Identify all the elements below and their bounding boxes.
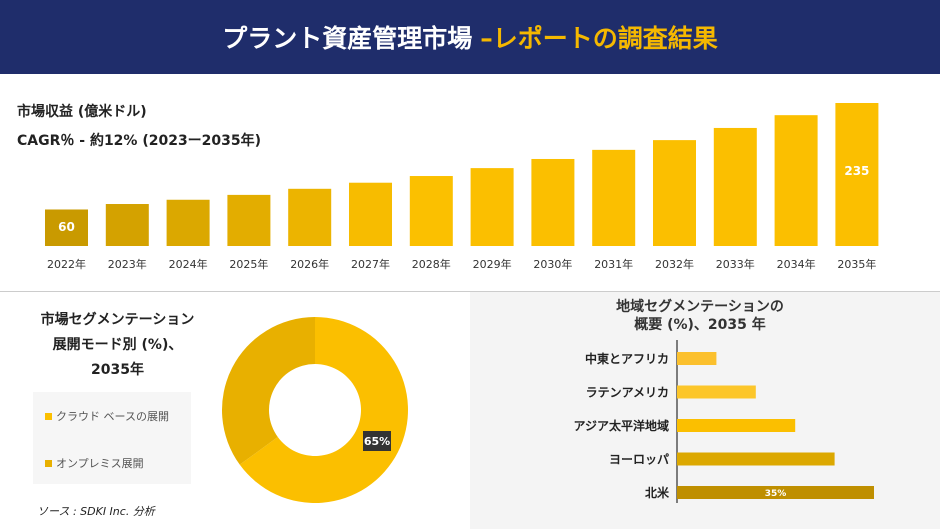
data-label: 65%: [364, 435, 390, 448]
bar: [592, 149, 636, 246]
segment-title: 市場セグメンテーション 展開モード別 (%)、 2035年: [20, 308, 215, 383]
donut-slice: [239, 317, 408, 503]
bar: [677, 419, 796, 432]
bar: [349, 182, 392, 246]
y-tick-label: ラテンアメリカ: [586, 386, 669, 400]
divider: [0, 291, 940, 292]
bar: [45, 209, 88, 246]
pie-legend: クラウド ベースの展開 オンプレミス展開: [33, 392, 191, 484]
legend-item: クラウド ベースの展開: [45, 408, 169, 424]
bar: [166, 199, 210, 246]
donut-slice: [222, 317, 315, 465]
bar: [713, 127, 757, 246]
x-tick-label: 2032年: [655, 257, 694, 271]
revenue-label: 市場収益 (億米ドル): [17, 104, 147, 120]
x-tick-label: 2033年: [716, 257, 755, 271]
x-tick-label: 2026年: [290, 257, 329, 271]
data-label: 235: [844, 164, 869, 178]
legend-item: オンプレミス展開: [45, 455, 144, 471]
data-label: 35%: [765, 489, 787, 499]
segment-title-line: 市場セグメンテーション: [40, 312, 195, 328]
bar: [653, 140, 696, 246]
x-tick-label: 2027年: [351, 257, 390, 271]
data-label-box: [363, 431, 391, 451]
page-title-highlight: –レポートの調査結果: [480, 24, 718, 53]
page-title: プラント資産管理市場: [222, 24, 473, 53]
x-tick-label: 2025年: [229, 257, 268, 271]
bar: [835, 103, 879, 246]
x-tick-label: 2028年: [412, 257, 451, 271]
x-tick-label: 2030年: [533, 257, 572, 271]
bar: [470, 168, 514, 246]
y-tick-label: 北米: [645, 485, 670, 500]
x-tick-label: 2029年: [473, 257, 512, 271]
cagr-label: CAGR％ - 約12% (2023ー2035年): [17, 133, 262, 149]
legend-swatch: [45, 459, 52, 467]
x-tick-label: 2031年: [594, 257, 633, 271]
x-tick-label: 2024年: [169, 257, 208, 271]
segment-title-line: 展開モード別 (%)、: [52, 337, 183, 353]
bar: [288, 188, 332, 246]
x-tick-label: 2022年: [47, 257, 86, 271]
donut-chart: 65%: [222, 317, 408, 503]
source-note: ソース : SDKI Inc. 分析: [37, 505, 155, 518]
region-title-line: 地域セグメンテーションの: [616, 299, 784, 315]
legend-swatch: [45, 412, 52, 420]
bar: [409, 176, 453, 246]
bar: [774, 115, 818, 246]
bar: [531, 158, 575, 246]
bar: [677, 452, 835, 466]
y-tick-label: ヨーロッパ: [609, 453, 669, 467]
bar: [677, 352, 717, 365]
x-tick-label: 2034年: [777, 257, 816, 271]
data-label: 60: [58, 220, 75, 234]
region-title: 地域セグメンテーションの 概要 (%)、2035 年: [540, 298, 860, 334]
x-tick-label: 2023年: [108, 257, 147, 271]
region-title-line: 概要 (%)、2035 年: [634, 317, 766, 333]
bar: [227, 194, 271, 246]
x-tick-label: 2035年: [837, 257, 876, 271]
segment-title-line: 2035年: [91, 362, 144, 378]
legend-label: クラウド ベースの展開: [56, 410, 169, 423]
header-banner: プラント資産管理市場 –レポートの調査結果: [0, 0, 940, 74]
y-tick-label: アジア太平洋地域: [573, 418, 669, 433]
bar: [677, 486, 874, 499]
bar: [677, 385, 756, 399]
y-tick-label: 中東とアフリカ: [585, 351, 669, 366]
bar: [105, 204, 149, 246]
legend-label: オンプレミス展開: [56, 457, 144, 470]
